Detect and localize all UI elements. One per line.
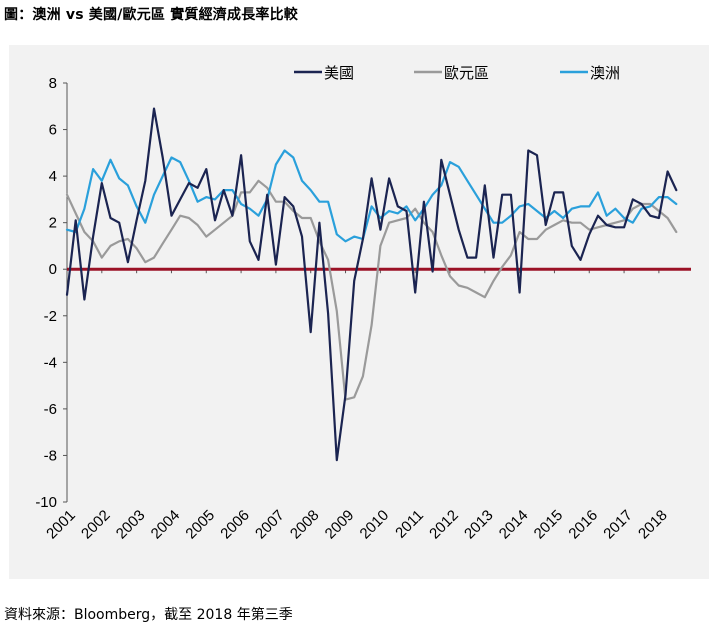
series-line-2 bbox=[65, 149, 678, 243]
y-tick-label: -10 bbox=[35, 494, 57, 511]
y-tick-label: 0 bbox=[49, 261, 57, 278]
y-tick-label: -6 bbox=[44, 401, 57, 418]
y-tick-label: 4 bbox=[49, 168, 57, 185]
x-tick-label: 2005 bbox=[182, 507, 218, 543]
x-tick-label: 2006 bbox=[217, 507, 253, 543]
figure-title: 圖：澳洲 vs 美國/歐元區 實質經濟成長率比較 bbox=[4, 7, 298, 23]
x-axis: 2001 2002 2003 2004 2005 2006 2007 2008 2009 2010… bbox=[43, 269, 671, 542]
x-tick-label: 2008 bbox=[287, 507, 323, 543]
x-tick-label: 2012 bbox=[426, 507, 462, 543]
x-tick-label: 2011 bbox=[392, 507, 427, 542]
x-tick-label: 2007 bbox=[252, 507, 288, 543]
x-tick-label: 2004 bbox=[148, 507, 184, 543]
x-tick-label: 2016 bbox=[565, 507, 601, 543]
series-line-0 bbox=[65, 107, 678, 462]
x-tick-label: 2001 bbox=[43, 507, 79, 543]
x-tick-label: 2018 bbox=[635, 507, 671, 543]
source-note: 資料來源：Bloomberg，截至 2018 年第三季 bbox=[4, 607, 293, 623]
x-tick-label: 2009 bbox=[322, 507, 358, 543]
x-tick-label: 2002 bbox=[78, 507, 114, 543]
y-tick-label: 2 bbox=[49, 215, 57, 232]
chart-legend: 美國 歐元區 澳洲 bbox=[294, 65, 620, 82]
y-tick-label: -4 bbox=[44, 354, 57, 371]
x-tick-label: 2014 bbox=[496, 507, 532, 543]
y-tick-label: 6 bbox=[49, 122, 57, 139]
x-tick-label: 2010 bbox=[357, 507, 393, 543]
series-layer bbox=[65, 107, 678, 462]
x-tick-label: 2013 bbox=[461, 507, 497, 543]
y-tick-label: -2 bbox=[44, 308, 57, 325]
y-tick-label: 8 bbox=[49, 75, 57, 92]
legend-label: 歐元區 bbox=[444, 65, 489, 82]
y-axis: -10 -8 -6 -4 -2 0 2 4 6 8 bbox=[35, 75, 68, 511]
y-tick-label: -8 bbox=[44, 447, 57, 464]
x-tick-label: 2017 bbox=[600, 507, 636, 543]
series-line-1 bbox=[65, 179, 678, 401]
legend-label: 美國 bbox=[324, 65, 354, 82]
legend-label: 澳洲 bbox=[590, 65, 620, 82]
x-tick-label: 2003 bbox=[113, 507, 149, 543]
x-tick-label: 2015 bbox=[531, 507, 567, 543]
chart-panel: -10 -8 -6 -4 -2 0 2 4 6 8 2001 2002 2003 2004 2005 200… bbox=[9, 45, 709, 579]
